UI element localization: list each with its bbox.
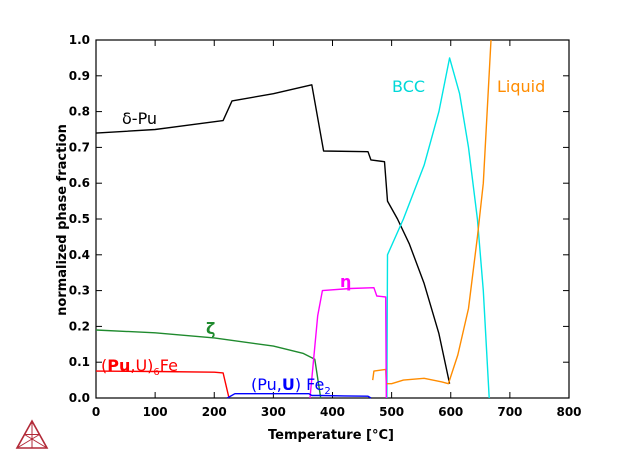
- label-part-subscript: 2: [324, 386, 330, 397]
- label-part-fe: Fe: [160, 356, 178, 375]
- x-tick-label: 0: [92, 405, 100, 419]
- series-label-zeta: ζ: [206, 319, 215, 338]
- series-line--pu-u-6fe: [95, 370, 230, 399]
- y-tick-label: 0.6: [69, 176, 90, 190]
- series-line--: [95, 329, 322, 399]
- series-label-bcc: BCC: [392, 77, 425, 96]
- x-tick-label: 400: [320, 405, 345, 419]
- x-tick-label: 300: [261, 405, 286, 419]
- series-line-liquid: [372, 39, 492, 385]
- label-part-subscript: 6: [153, 367, 159, 378]
- x-tick-label: 600: [438, 405, 463, 419]
- y-tick-label: 0.8: [69, 105, 90, 119]
- series-layer: [95, 39, 492, 399]
- label-part-pu: (Pu,: [251, 375, 282, 394]
- series-label-delta-pu: δ-Pu: [122, 109, 157, 128]
- series-line--pu: [95, 84, 451, 384]
- label-part-pu: Pu: [107, 356, 130, 375]
- label-part-u: ,U): [130, 356, 153, 375]
- y-tick-label: 0.5: [69, 212, 90, 226]
- label-part-u: U: [282, 375, 295, 394]
- x-axis-title: Temperature [°C]: [268, 428, 394, 443]
- x-tick-label: 100: [143, 405, 168, 419]
- y-axis-title: normalized phase fraction: [55, 124, 70, 316]
- axis-titles: Temperature [°C] normalized phase fracti…: [55, 124, 394, 443]
- x-tick-label: 500: [379, 405, 404, 419]
- series-label-pu-u-6-fe: (Pu,U)6Fe: [101, 356, 178, 378]
- x-tick-label: 800: [556, 405, 581, 419]
- label-part-open: (: [101, 356, 107, 375]
- x-tick-label: 700: [497, 405, 522, 419]
- plot-area: 0 100 200 300 400 500 600 700 800 0.0 0.1 0.2 0.3 0.4…: [69, 33, 582, 419]
- y-tick-label: 0.9: [69, 69, 90, 83]
- logo-line: [16, 434, 40, 449]
- y-tick-label: 0.0: [69, 391, 90, 405]
- y-tick-label: 1.0: [69, 33, 90, 47]
- y-tick-label: 0.3: [69, 284, 90, 298]
- series-label-pu-u-fe2: (Pu,U) Fe2: [251, 375, 331, 397]
- y-tick-label: 0.2: [69, 319, 90, 333]
- label-part-fe: ) Fe: [295, 375, 325, 394]
- y-tick-label: 0.7: [69, 140, 90, 154]
- series-line--: [309, 287, 387, 399]
- x-tick-label: 200: [202, 405, 227, 419]
- logo-line: [24, 434, 48, 449]
- series-label-eta: η: [340, 272, 351, 291]
- thermo-calc-logo-icon: [15, 419, 49, 449]
- y-tick-label: 0.4: [69, 248, 90, 262]
- series-label-liquid: Liquid: [497, 77, 545, 96]
- series-labels: δ-Pu BCC Liquid ζ η (Pu,U)6Fe (Pu,U) Fe2: [101, 77, 545, 397]
- series-line-bcc: [386, 57, 490, 399]
- series-line--pu-u-fe2: [226, 393, 372, 399]
- y-tick-label: 0.1: [69, 355, 90, 369]
